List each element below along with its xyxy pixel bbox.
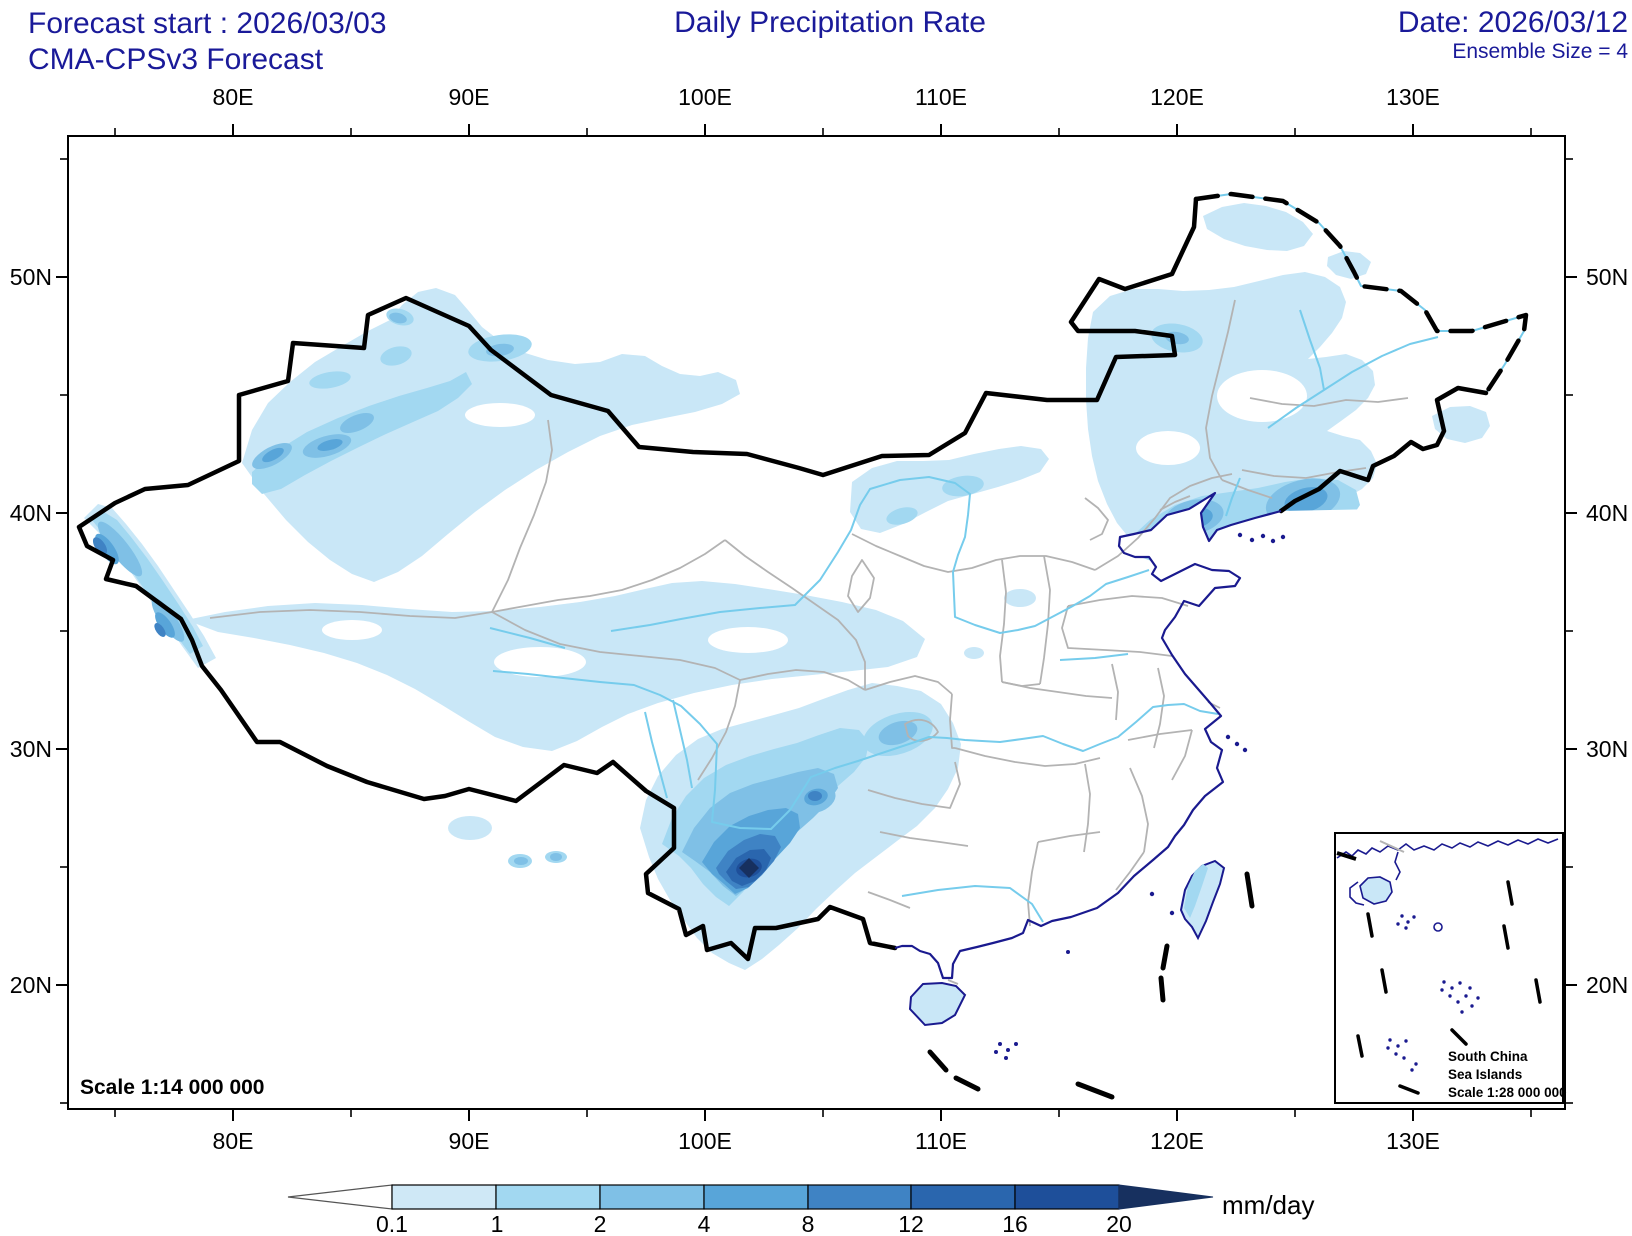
lon-label-bottom-90e: 90E: [448, 1128, 490, 1154]
lat-label-right-40n: 40N: [1586, 500, 1629, 526]
south-china-sea-inset: [1334, 832, 1564, 1104]
precipitation-fill-layer: [84, 203, 1490, 1009]
lat-label-right-30n: 30N: [1586, 736, 1629, 762]
lat-label-left-50n: 50N: [9, 264, 52, 290]
lon-label-bottom-130e: 130E: [1386, 1128, 1440, 1154]
inset-island-dots: [1386, 914, 1480, 1072]
lat-label-left-40n: 40N: [9, 500, 52, 526]
model-name-label: CMA-CPSv3 Forecast: [28, 43, 324, 76]
colorbar-tick-7: 20: [1106, 1211, 1132, 1236]
lon-label-top-110e: 110E: [914, 84, 967, 110]
colorbar-tick-3: 4: [697, 1211, 711, 1236]
lat-label-left-30n: 30N: [9, 736, 52, 762]
lon-label-bottom-110e: 110E: [914, 1128, 967, 1154]
lat-label-left-20n: 20N: [9, 972, 52, 998]
map-frame: [56, 124, 1577, 1121]
lon-label-top-130e: 130E: [1386, 84, 1440, 110]
map-scale-label: Scale 1:14 000 000: [80, 1076, 265, 1099]
header-left: Forecast start : 2026/03/03 CMA-CPSv3 Fo…: [28, 6, 387, 78]
lon-label-top-90e: 90E: [448, 84, 490, 110]
lon-label-bottom-100e: 100E: [678, 1128, 732, 1154]
province-borders: [209, 299, 1409, 985]
national-border: [76, 191, 1529, 962]
lon-label-top-120e: 120E: [1150, 84, 1204, 110]
lat-label-right-20n: 20N: [1586, 972, 1629, 998]
colorbar-unit-label: mm/day: [1222, 1190, 1315, 1220]
taiwan-island: [1179, 859, 1226, 941]
colorbar-tick-5: 12: [898, 1211, 924, 1236]
page-title: Daily Precipitation Rate: [674, 6, 986, 39]
lon-label-top-80e: 80E: [212, 84, 254, 110]
forecast-start-label: Forecast start : 2026/03/03: [28, 7, 387, 40]
colorbar: [287, 1184, 1214, 1210]
coastline: [894, 491, 1282, 980]
inset-caption: South China Sea Islands Scale 1:28 000 0…: [1448, 1048, 1567, 1102]
hainan-island: [908, 981, 967, 1027]
inset-caption-scale: Scale 1:28 000 000: [1448, 1085, 1567, 1100]
colorbar-tick-1: 1: [490, 1211, 504, 1236]
ensemble-size-label: Ensemble Size = 4: [1452, 40, 1628, 63]
colorbar-tick-4: 8: [801, 1211, 815, 1236]
date-label: Date: 2026/03/12: [1397, 6, 1628, 39]
lon-label-top-100e: 100E: [678, 84, 732, 110]
lon-label-bottom-80e: 80E: [212, 1128, 254, 1154]
inset-caption-line1: South China: [1448, 1049, 1528, 1064]
colorbar-tick-2: 2: [593, 1211, 607, 1236]
header-right: Date: 2026/03/12 Ensemble Size = 4: [1398, 6, 1628, 64]
inset-caption-line2: Sea Islands: [1448, 1067, 1523, 1082]
colorbar-tick-6: 16: [1002, 1211, 1028, 1236]
lat-label-right-50n: 50N: [1586, 264, 1629, 290]
nine-dash-line: [927, 871, 1255, 1100]
lon-label-bottom-120e: 120E: [1150, 1128, 1204, 1154]
colorbar-tick-0: 0.1: [376, 1211, 408, 1236]
offshore-island-dots: [994, 532, 1286, 1060]
